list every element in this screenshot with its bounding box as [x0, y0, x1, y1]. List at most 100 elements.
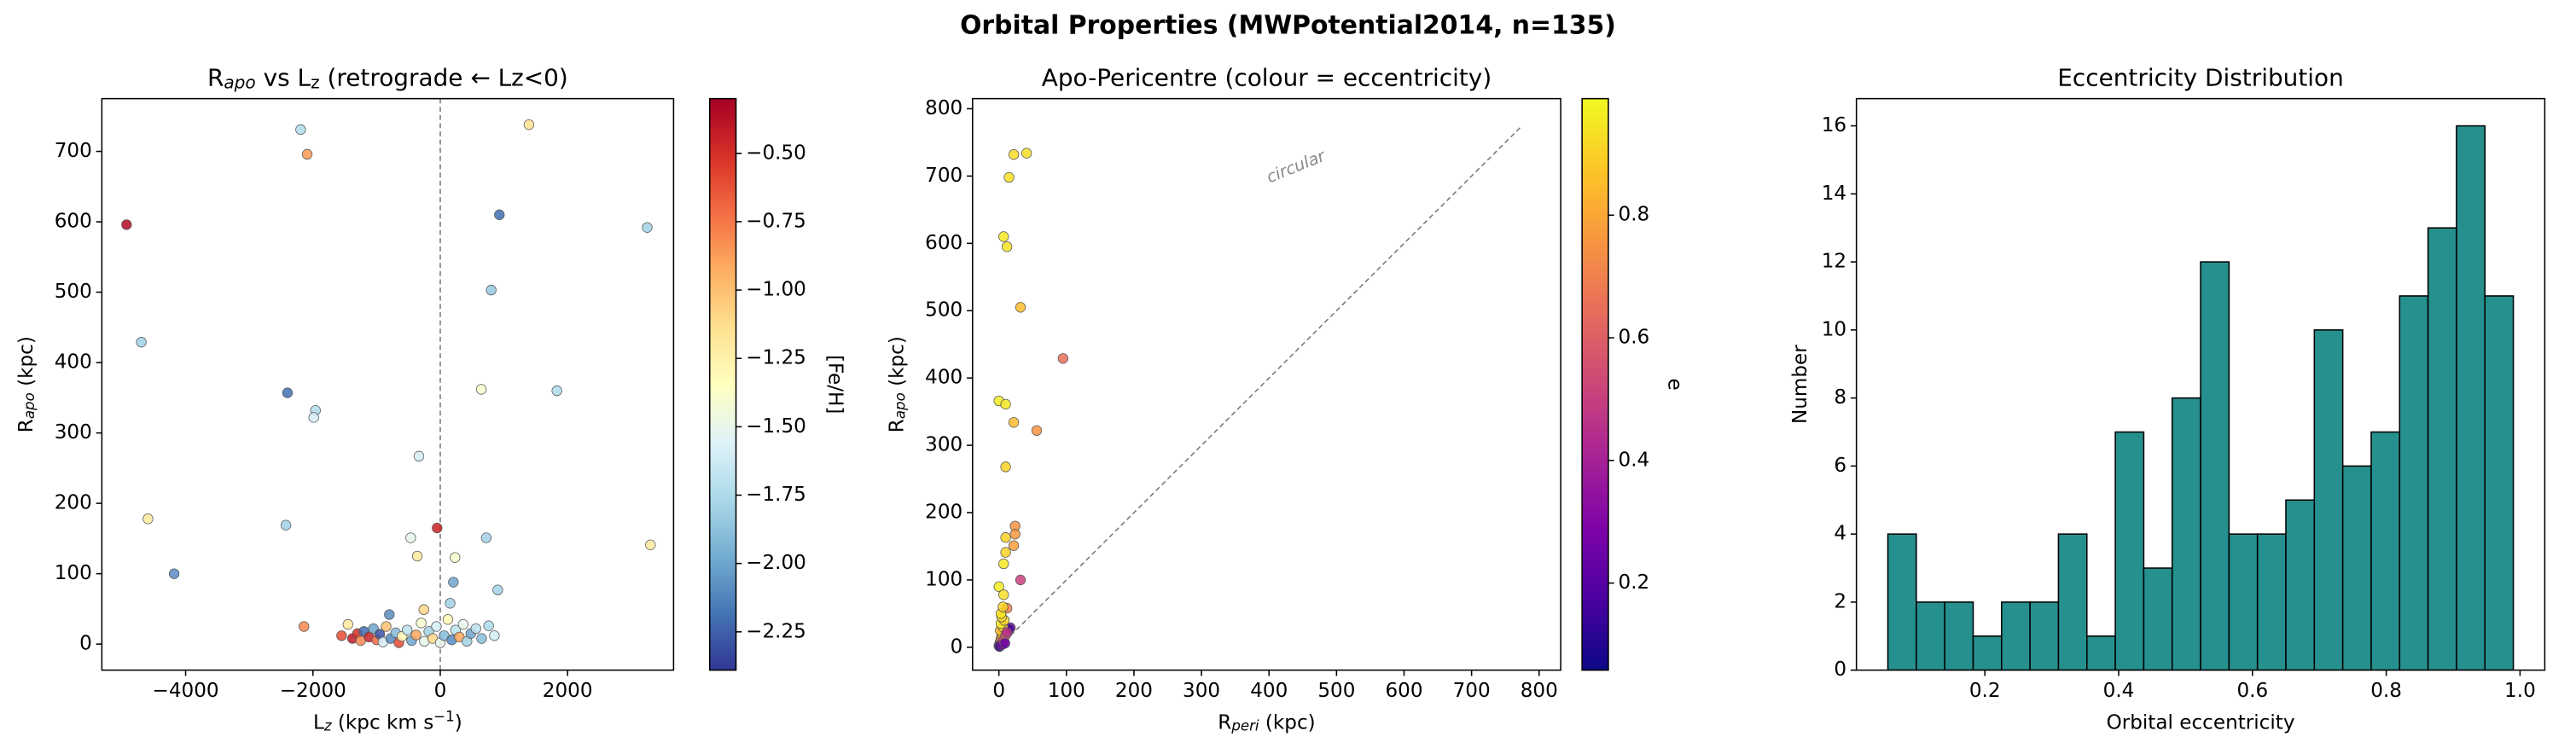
y-tick-label: 400 — [925, 367, 962, 389]
point — [645, 539, 656, 550]
point — [142, 513, 154, 525]
colorbar-tick-label: −1.50 — [746, 415, 806, 438]
point — [168, 568, 180, 579]
y-tick-label: 4 — [1834, 523, 1846, 545]
point — [470, 623, 481, 635]
point — [1031, 425, 1043, 436]
point — [450, 552, 461, 563]
label-part: Eccentricity Distribution — [2057, 64, 2344, 92]
point — [410, 629, 422, 641]
colorbar-tick-label: −1.00 — [746, 279, 806, 301]
x-tick-label: 100 — [1048, 680, 1085, 702]
label-part: apo — [892, 392, 908, 419]
point — [413, 450, 425, 461]
point — [431, 621, 442, 632]
bar — [2341, 465, 2372, 670]
y-tick-label: 300 — [55, 421, 92, 444]
point — [476, 633, 487, 644]
label-part: R — [886, 419, 908, 432]
bar — [1916, 601, 1945, 670]
label-part: peri — [1230, 717, 1259, 734]
point — [1003, 171, 1015, 183]
point — [381, 621, 392, 632]
colorbar-label: e — [1663, 379, 1685, 391]
ylabel: Number — [1789, 345, 1811, 424]
point — [445, 598, 456, 609]
y-tick-label: 6 — [1834, 455, 1846, 477]
figure-title: Orbital Properties (MWPotential2014, n=1… — [960, 10, 1616, 40]
label-part: (kpc km s — [332, 711, 434, 734]
point — [432, 522, 443, 534]
ylabel: Rapo (kpc) — [886, 336, 908, 432]
colorbar-tick-label: −0.75 — [746, 210, 806, 232]
bar — [2143, 567, 2173, 670]
point — [136, 336, 147, 348]
label-part: Number — [1789, 345, 1811, 424]
point — [1002, 241, 1013, 252]
colorbar-tick-label: 0.4 — [1619, 449, 1650, 471]
x-tick-label: 600 — [1385, 680, 1422, 702]
x-tick-label: −4000 — [152, 680, 218, 702]
x-tick-label: 200 — [1115, 680, 1153, 702]
x-tick-label: 0.2 — [1969, 680, 2001, 702]
point — [416, 618, 427, 629]
point — [442, 614, 454, 625]
point — [1015, 302, 1026, 313]
y-tick-label: 16 — [1822, 114, 1846, 136]
x-tick-label: 800 — [1521, 680, 1558, 702]
point — [295, 124, 306, 136]
y-tick-label: 300 — [925, 434, 962, 456]
xlabel: Lz (kpc km s−1) — [313, 708, 462, 734]
xlabel: Orbital eccentricity — [2107, 711, 2295, 734]
label-part: apo — [21, 392, 38, 419]
point — [998, 589, 1009, 600]
point — [299, 621, 310, 632]
colorbar-label: [Fe/H] — [824, 355, 846, 414]
y-tick-label: 200 — [55, 492, 92, 514]
point — [457, 618, 468, 630]
point — [998, 231, 1009, 242]
point — [1008, 540, 1020, 551]
y-tick-label: 600 — [925, 232, 962, 254]
point — [1015, 574, 1026, 586]
label-part: vs L — [256, 64, 311, 92]
x-tick-label: 0.6 — [2236, 680, 2268, 702]
bar — [2285, 499, 2316, 670]
y-tick-label: 0 — [79, 633, 92, 655]
x-tick-label: 2000 — [543, 680, 593, 702]
point — [1002, 627, 1013, 638]
bar — [2029, 601, 2060, 670]
point — [494, 209, 505, 220]
plot-area — [972, 98, 1561, 670]
label-part: R — [1218, 711, 1231, 734]
point — [308, 412, 319, 423]
y-tick-label: 0 — [951, 635, 963, 658]
x-tick-label: 700 — [1453, 680, 1491, 702]
point — [480, 532, 492, 543]
label-part: apo — [224, 72, 255, 92]
x-tick-label: 0.4 — [2103, 680, 2135, 702]
label-part: −1 — [433, 708, 455, 724]
colorbar-tick-label: −1.75 — [746, 484, 806, 506]
x-tick-label: 0.8 — [2370, 680, 2402, 702]
label-part: R — [207, 64, 224, 92]
bar — [2086, 635, 2116, 670]
point — [282, 387, 294, 398]
x-tick-label: 500 — [1317, 680, 1355, 702]
point — [1008, 417, 1020, 428]
colorbar-tick-label: −2.25 — [746, 620, 806, 642]
x-tick-label: 400 — [1250, 680, 1288, 702]
bar — [2313, 329, 2344, 670]
point — [1000, 398, 1011, 410]
colorbar-tick-label: 0.2 — [1619, 571, 1650, 594]
label-part: R — [15, 419, 37, 432]
y-tick-label: 100 — [55, 562, 92, 584]
y-tick-label: 200 — [925, 502, 962, 524]
label-part: (kpc) — [886, 336, 908, 392]
y-tick-label: 400 — [55, 351, 92, 374]
point — [1000, 532, 1011, 543]
point — [486, 284, 497, 296]
x-tick-label: 0 — [992, 680, 1005, 702]
bar — [2228, 533, 2259, 670]
